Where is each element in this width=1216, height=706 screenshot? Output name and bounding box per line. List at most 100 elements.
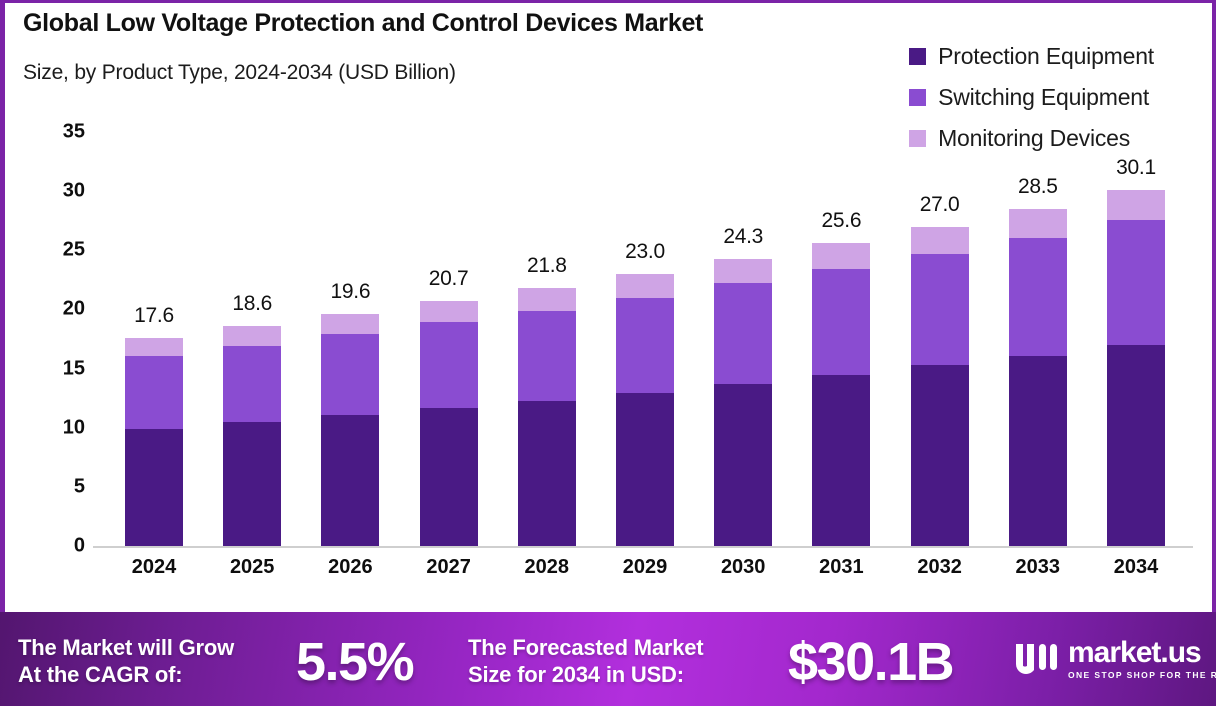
legend-item-label: Protection Equipment bbox=[938, 43, 1154, 69]
bar-segment-monitoring-devices[interactable] bbox=[616, 273, 674, 298]
bar-segment-monitoring-devices[interactable] bbox=[125, 337, 183, 356]
y-axis-tick-label: 10 bbox=[62, 416, 85, 439]
bar-stack[interactable]: 18.6 bbox=[223, 292, 282, 546]
bar-stack[interactable]: 30.1 bbox=[1107, 156, 1165, 546]
bar-segment-switching-equipment[interactable] bbox=[223, 346, 282, 422]
bar-stack[interactable]: 27.0 bbox=[910, 193, 969, 546]
y-axis-tick-label: 0 bbox=[73, 534, 85, 557]
footer-banner: The Market will Grow At the CAGR of: 5.5… bbox=[0, 612, 1216, 706]
bar-segment-switching-equipment[interactable] bbox=[1008, 238, 1067, 356]
square-swatch-icon bbox=[909, 130, 927, 147]
legend-item[interactable]: Protection Equipment bbox=[909, 36, 1154, 77]
chart-legend: Protection Equipment Switching Equipment M… bbox=[909, 36, 1154, 159]
bar-total-label: 25.6 bbox=[821, 209, 862, 233]
x-axis-tick-label: 2026 bbox=[328, 556, 373, 578]
x-axis-tick-label: 2031 bbox=[819, 556, 864, 578]
legend-item[interactable]: Monitoring Devices bbox=[909, 118, 1154, 159]
cagr-label-line1: The Market will Grow bbox=[18, 635, 235, 660]
bar-segment-protection-equipment[interactable] bbox=[714, 383, 773, 546]
bar-total-label: 21.8 bbox=[526, 254, 567, 278]
x-axis-tick-label: 2034 bbox=[1113, 556, 1159, 578]
market-us-logo-mark-icon bbox=[1016, 643, 1057, 674]
bar-segment-protection-equipment[interactable] bbox=[616, 393, 674, 546]
x-axis-tick-label: 2027 bbox=[426, 556, 471, 578]
y-axis-tick-label: 15 bbox=[62, 357, 85, 380]
bar-segment-monitoring-devices[interactable] bbox=[910, 226, 969, 254]
x-axis-line bbox=[93, 546, 1193, 548]
x-axis-tick-label: 2024 bbox=[131, 556, 177, 578]
bar-series-container: 17.6 2024 18.6 2025 19.6 2026 20.7 2027 21.8 2028… bbox=[5, 113, 1212, 608]
bar-stack[interactable]: 19.6 bbox=[321, 280, 380, 546]
y-axis-tick-label: 5 bbox=[73, 475, 85, 498]
y-axis-tick-label: 30 bbox=[62, 179, 85, 202]
bar-stack[interactable]: 23.0 bbox=[616, 240, 674, 546]
x-axis-tick-label: 2028 bbox=[524, 556, 570, 578]
bar-segment-monitoring-devices[interactable] bbox=[223, 326, 282, 347]
bar-stack[interactable]: 28.5 bbox=[1008, 175, 1067, 546]
bar-segment-switching-equipment[interactable] bbox=[616, 297, 674, 394]
bar-segment-monitoring-devices[interactable] bbox=[321, 314, 380, 335]
bar-stack[interactable]: 20.7 bbox=[419, 267, 478, 546]
y-axis-tick-label: 35 bbox=[62, 120, 85, 143]
page-title: Global Low Voltage Protection and Contro… bbox=[23, 9, 704, 37]
y-axis-tick-label: 20 bbox=[62, 297, 85, 320]
bar-segment-switching-equipment[interactable] bbox=[321, 334, 380, 415]
bar-total-label: 28.5 bbox=[1017, 174, 1058, 198]
y-axis-ticks: 0 5 10 15 20 25 30 35 bbox=[27, 113, 85, 608]
bar-segment-monitoring-devices[interactable] bbox=[1008, 208, 1067, 239]
bar-segment-protection-equipment[interactable] bbox=[321, 414, 380, 546]
bar-total-label: 27.0 bbox=[919, 192, 960, 216]
bar-total-label: 20.7 bbox=[428, 267, 469, 291]
bar-segment-protection-equipment[interactable] bbox=[223, 421, 282, 546]
x-axis-tick-label: 2033 bbox=[1015, 556, 1061, 578]
bar-segment-protection-equipment[interactable] bbox=[812, 374, 871, 546]
bar-segment-monitoring-devices[interactable] bbox=[1107, 189, 1165, 220]
bar-segment-monitoring-devices[interactable] bbox=[714, 258, 773, 284]
bar-segment-switching-equipment[interactable] bbox=[812, 269, 871, 375]
bar-total-label: 19.6 bbox=[330, 280, 371, 304]
bar-total-label: 17.6 bbox=[134, 303, 174, 327]
bar-segment-protection-equipment[interactable] bbox=[1107, 344, 1165, 546]
bar-segment-switching-equipment[interactable] bbox=[910, 253, 969, 366]
forecast-label-line2: Size for 2034 in USD: bbox=[468, 662, 684, 687]
bar-total-label: 24.3 bbox=[723, 224, 764, 248]
bar-stack[interactable]: 24.3 bbox=[714, 225, 773, 546]
bar-segment-switching-equipment[interactable] bbox=[517, 310, 576, 401]
bar-segment-monitoring-devices[interactable] bbox=[419, 301, 478, 323]
cagr-value: 5.5% bbox=[296, 632, 415, 692]
bar-segment-protection-equipment[interactable] bbox=[517, 400, 576, 546]
bar-stack[interactable]: 17.6 bbox=[125, 304, 183, 546]
x-axis-tick-label: 2025 bbox=[229, 556, 275, 578]
bar-segment-switching-equipment[interactable] bbox=[714, 283, 773, 384]
market-us-logo: market.us ONE STOP SHOP FOR THE REPORTS bbox=[1012, 638, 1216, 681]
bar-segment-protection-equipment[interactable] bbox=[1008, 355, 1067, 546]
bar-stack[interactable]: 25.6 bbox=[812, 209, 871, 546]
x-axis-tick-label: 2029 bbox=[622, 556, 668, 578]
x-axis-tick-label: 2030 bbox=[720, 556, 766, 578]
header: Global Low Voltage Protection and Contro… bbox=[5, 3, 1212, 113]
bar-segment-monitoring-devices[interactable] bbox=[812, 243, 871, 270]
bar-stack[interactable]: 21.8 bbox=[517, 254, 576, 546]
square-swatch-icon bbox=[909, 89, 927, 106]
forecast-value: $30.1B bbox=[788, 632, 955, 692]
legend-item-label: Monitoring Devices bbox=[938, 125, 1131, 151]
square-swatch-icon bbox=[909, 48, 927, 65]
x-axis-tick-label: 2032 bbox=[917, 556, 962, 578]
logo-text: market.us ONE STOP SHOP FOR THE REPORTS bbox=[1068, 638, 1216, 681]
bar-segment-protection-equipment[interactable] bbox=[419, 407, 478, 546]
bar-segment-protection-equipment[interactable] bbox=[910, 365, 969, 546]
bar-segment-switching-equipment[interactable] bbox=[419, 322, 478, 408]
bar-segment-monitoring-devices[interactable] bbox=[517, 288, 576, 311]
forecast-label-line1: The Forecasted Market bbox=[468, 635, 704, 660]
chart-subtitle: Size, by Product Type, 2024-2034 (USD Bi… bbox=[23, 61, 456, 84]
cagr-label: The Market will Grow At the CAGR of: bbox=[18, 634, 308, 688]
bar-segment-protection-equipment[interactable] bbox=[125, 428, 183, 546]
bar-segment-switching-equipment[interactable] bbox=[1107, 219, 1165, 345]
legend-item[interactable]: Switching Equipment bbox=[909, 77, 1154, 118]
logo-tagline: ONE STOP SHOP FOR THE REPORTS bbox=[1068, 670, 1216, 680]
bar-total-label: 23.0 bbox=[625, 239, 665, 263]
logo-wordmark: market.us bbox=[1068, 636, 1202, 669]
bar-segment-switching-equipment[interactable] bbox=[125, 355, 183, 429]
bar-total-label: 30.1 bbox=[1116, 155, 1156, 179]
